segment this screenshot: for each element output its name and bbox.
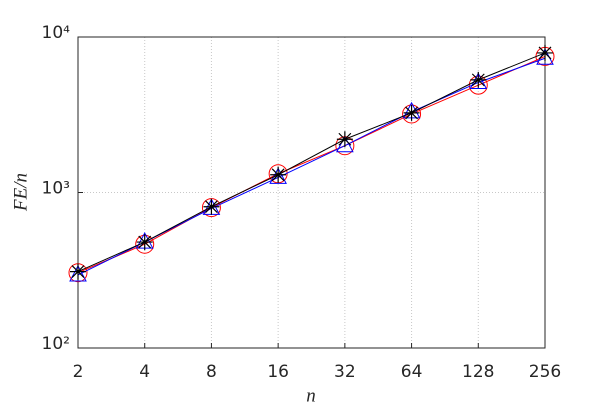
x-tick-label: 64 [401,362,423,382]
y-tick-label: 10³ [42,179,70,199]
marker [203,198,220,215]
x-tick-label: 128 [462,362,494,382]
series-line [77,55,546,274]
marker [136,234,153,251]
marker [336,131,353,148]
x-axis-label: n [306,385,316,406]
marker [69,264,87,282]
marker [269,167,287,184]
x-tick-label: 16 [267,362,289,382]
x-tick-label: 2 [73,362,84,382]
y-axis-label: FE/n [10,173,31,212]
y-tick-label: 10² [42,334,70,354]
y-tick-label: 10⁴ [42,23,71,43]
plot-area [78,37,545,348]
series-line [77,52,546,273]
axes-box [77,36,546,349]
x-tick-label: 32 [334,362,356,382]
marker [469,72,488,89]
marker [336,135,354,153]
marker [70,263,86,280]
x-tick-label: 256 [529,362,561,382]
x-tick-label: 4 [139,362,150,382]
marker [270,166,287,183]
marker [470,71,487,88]
x-tick-label: 8 [206,362,217,382]
marker [403,104,420,121]
marker [537,44,553,61]
